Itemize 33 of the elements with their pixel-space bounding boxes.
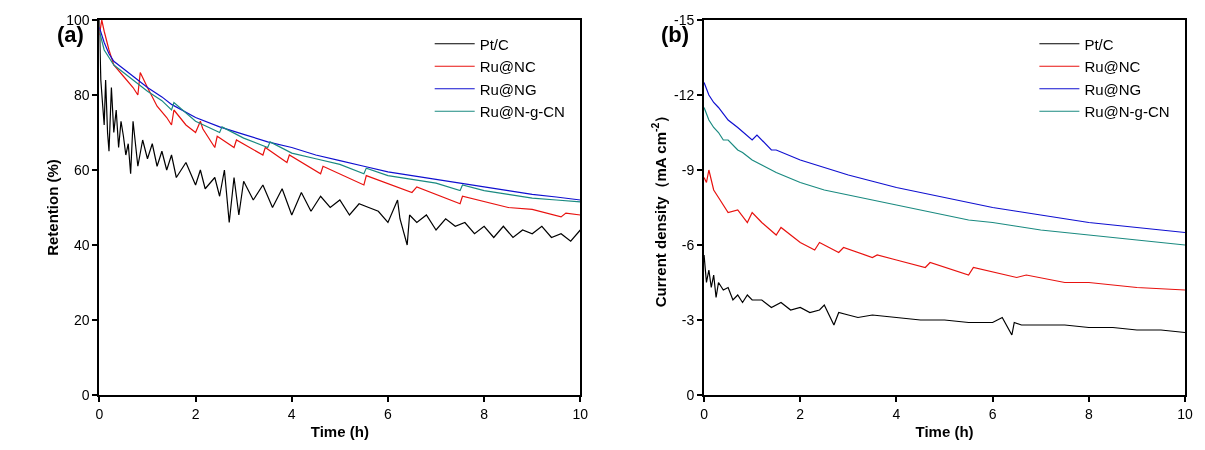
x-tick-label: 0 bbox=[95, 405, 104, 422]
x-tick-label: 4 bbox=[892, 405, 901, 422]
legend-label: Ru@N-g-CN bbox=[1084, 103, 1170, 121]
y-tick-label: -3 bbox=[681, 311, 695, 328]
x-axis-title: Time (h) bbox=[915, 423, 974, 441]
x-tick-label: 8 bbox=[1084, 405, 1093, 422]
x-tick-label: 10 bbox=[1177, 405, 1193, 422]
legend-label: Ru@NC bbox=[479, 58, 536, 76]
y-tick-label: 40 bbox=[74, 236, 90, 253]
y-tick-label: 0 bbox=[686, 386, 695, 403]
x-tick-label: 6 bbox=[384, 405, 393, 422]
x-tick-label: 2 bbox=[191, 405, 200, 422]
y-tick-label: 0 bbox=[81, 386, 90, 403]
y-tick-label: 20 bbox=[74, 311, 90, 328]
y-tick-label: -6 bbox=[681, 236, 695, 253]
x-tick-label: 0 bbox=[700, 405, 709, 422]
x-tick-label: 2 bbox=[796, 405, 805, 422]
x-tick-label: 10 bbox=[572, 405, 589, 422]
x-axis-title: Time (h) bbox=[310, 423, 369, 441]
y-tick-label: -9 bbox=[681, 161, 695, 178]
legend-label: Pt/C bbox=[479, 35, 510, 53]
x-tick-label: 4 bbox=[287, 405, 296, 422]
legend-label: Pt/C bbox=[1084, 35, 1114, 53]
legend-label: Ru@NC bbox=[1084, 58, 1141, 76]
y-axis-title: Retention (%) bbox=[43, 159, 61, 256]
y-tick-label: 80 bbox=[74, 86, 90, 103]
y-tick-label: -12 bbox=[674, 86, 695, 103]
legend-label: Ru@NG bbox=[479, 80, 537, 98]
legend-label: Ru@NG bbox=[1084, 80, 1142, 98]
y-tick-label: 60 bbox=[74, 161, 90, 178]
x-tick-label: 6 bbox=[988, 405, 997, 422]
x-tick-label: 8 bbox=[480, 405, 489, 422]
legend-label: Ru@N-g-CN bbox=[479, 103, 565, 121]
